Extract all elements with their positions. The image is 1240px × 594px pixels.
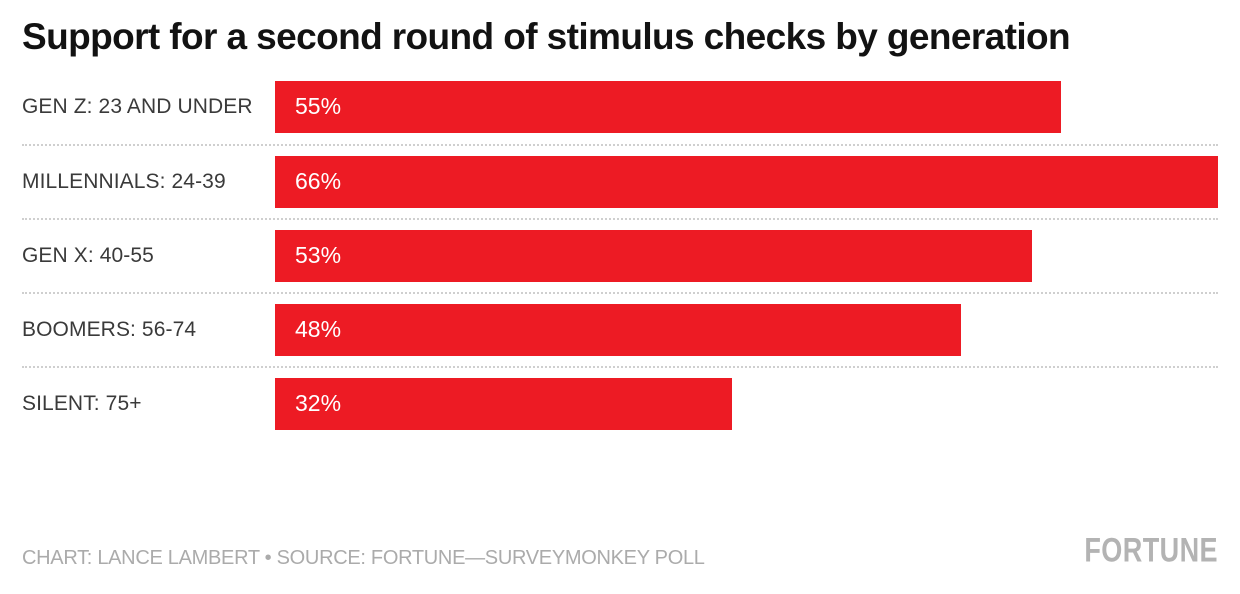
chart-title: Support for a second round of stimulus c… — [22, 16, 1071, 57]
chart-row: GEN X: 40-55 53% — [22, 217, 1218, 292]
bar: 53% — [275, 229, 1033, 282]
bar-value-label: 55% — [295, 93, 342, 120]
bar-value-label: 32% — [295, 390, 342, 417]
bar-track: 53% — [275, 229, 1218, 282]
bar: 32% — [275, 377, 733, 430]
bar-track: 55% — [275, 80, 1218, 133]
bar-value-label: 48% — [295, 316, 342, 343]
chart-row: GEN Z: 23 AND UNDER 55% — [22, 70, 1218, 144]
bar-chart: GEN Z: 23 AND UNDER 55% MILLENNIALS: 24-39… — [22, 70, 1218, 440]
bar-track: 32% — [275, 377, 1218, 430]
fortune-logo: FORTUNE — [1084, 530, 1218, 569]
category-label: SILENT: 75+ — [22, 391, 142, 415]
chart-row: BOOMERS: 56-74 48% — [22, 291, 1218, 366]
bar-track: 66% — [275, 155, 1218, 208]
bar-value-label: 66% — [295, 168, 342, 195]
category-label: GEN X: 40-55 — [22, 243, 154, 267]
category-label: GEN Z: 23 AND UNDER — [22, 94, 253, 118]
bar: 66% — [275, 155, 1218, 208]
bar-track: 48% — [275, 303, 1218, 356]
chart-row: MILLENNIALS: 24-39 66% — [22, 143, 1218, 218]
credit-line: CHART: LANCE LAMBERT • SOURCE: FORTUNE—S… — [22, 547, 705, 569]
category-label: BOOMERS: 56-74 — [22, 317, 197, 341]
bar-value-label: 53% — [295, 242, 342, 269]
chart-footer: CHART: LANCE LAMBERT • SOURCE: FORTUNE—S… — [22, 530, 1218, 594]
bar: 55% — [275, 80, 1061, 133]
chart-row: SILENT: 75+ 32% — [22, 365, 1218, 440]
category-label: MILLENNIALS: 24-39 — [22, 169, 226, 193]
bar: 48% — [275, 303, 961, 356]
